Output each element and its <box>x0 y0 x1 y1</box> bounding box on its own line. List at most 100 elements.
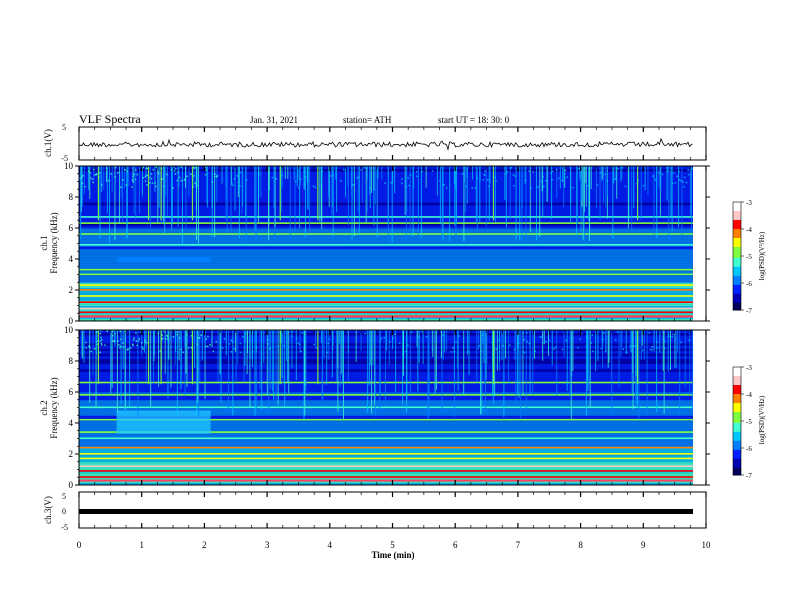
spectrogram-noise-dot <box>163 330 165 332</box>
spectrogram-noise-dot <box>579 338 582 340</box>
spectrogram-noise-dot <box>122 179 124 181</box>
spectrogram-noise-dot <box>605 350 607 352</box>
spectrogram-noise-dot <box>465 185 467 188</box>
spectrogram-noise-dot <box>228 343 231 345</box>
spectrogram-sferic <box>185 166 187 229</box>
spectrogram-sferic <box>176 330 178 417</box>
spectrogram-sferic <box>442 166 444 242</box>
spectrogram-sferic <box>600 166 602 182</box>
spectrogram-sferic <box>546 166 548 202</box>
spectrogram-sferic <box>509 166 511 220</box>
spectrogram-noise-dot <box>508 344 511 346</box>
spectrogram-sferic <box>662 330 664 371</box>
spectrogram-noise-row <box>79 415 693 419</box>
spectrogram-noise-dot <box>360 169 362 171</box>
spectrogram-noise-row <box>79 425 693 429</box>
spectrogram-noise-dot <box>219 342 222 345</box>
spectrogram-sferic <box>220 330 222 403</box>
colorbar-cell <box>733 390 741 393</box>
spectrogram-noise-dot <box>416 175 418 178</box>
spectrogram-noise-dot <box>678 170 680 173</box>
spectrogram-sferic <box>525 330 527 411</box>
spectrogram-sferic <box>476 166 478 232</box>
spectrogram-noise-dot <box>166 173 168 176</box>
spectrogram-noise-dot <box>455 341 457 343</box>
spectrogram-sferic <box>560 166 562 181</box>
spectrogram-sferic <box>563 330 565 357</box>
spectrogram-sferic <box>581 166 583 207</box>
colorbar-tick-label: -3 <box>746 199 752 207</box>
spectrogram-sferic-strong <box>279 166 281 221</box>
spectrogram-sferic <box>590 166 592 189</box>
spectrogram-sferic <box>472 166 474 180</box>
colorbar-cell <box>733 220 741 223</box>
spectrogram-noise-dot <box>461 173 464 175</box>
spectrogram-sferic <box>441 166 443 238</box>
spectrogram-sferic <box>166 166 168 216</box>
spectrogram-noise-dot <box>166 334 168 337</box>
spectrogram-sferic <box>518 330 520 399</box>
spectrogram-noise-row <box>79 412 693 416</box>
spectrogram-noise-dot <box>245 179 248 181</box>
spectrogram-noise-dot <box>577 346 579 349</box>
spectrogram-noise-dot <box>131 343 134 346</box>
spectrogram-noise-dot <box>663 340 666 343</box>
spectrogram-band <box>79 431 693 433</box>
spectrogram-noise-dot <box>592 350 594 353</box>
spectrogram-noise-dot <box>178 337 181 339</box>
spectrogram-noise-dot <box>96 343 99 346</box>
spectrogram-noise-dot <box>132 181 135 184</box>
spectrogram-sferic <box>219 330 221 375</box>
spectrogram-sferic <box>214 166 216 238</box>
spectrogram-noise-row <box>79 350 693 354</box>
spectrogram-noise-dot <box>141 341 143 344</box>
spectrogram-noise-dot <box>494 176 496 179</box>
spectrogram-noise-dot <box>633 345 636 347</box>
spectrogram-noise-dot <box>95 173 97 176</box>
spectrogram-sferic <box>185 166 187 188</box>
spectrogram-sferic <box>435 330 437 390</box>
spectrogram-sferic-strong <box>317 166 319 221</box>
spectrogram-noise-row <box>79 240 693 244</box>
spectrogram-sferic-strong <box>97 330 100 385</box>
spectrogram-sferic <box>418 330 420 363</box>
frequency-tick-label: 0 <box>69 316 74 326</box>
spectrogram-noise-row <box>79 166 693 170</box>
colorbar-cell <box>733 290 741 293</box>
spectrogram-noise-dot <box>542 334 544 336</box>
spectrogram-sferic <box>331 330 333 378</box>
spectrogram-noise-dot <box>480 349 483 352</box>
spectrogram-noise-dot <box>84 185 86 188</box>
spectrogram-noise-row <box>79 454 693 458</box>
spectrogram-sferic <box>199 330 201 382</box>
spectrogram-noise-dot <box>513 348 516 351</box>
spectrogram-sferic <box>321 166 323 186</box>
spectrogram-noise-dot <box>132 339 135 341</box>
spectrogram-feature <box>116 257 211 263</box>
spectrogram-sferic <box>643 330 645 360</box>
spectrogram-noise-dot <box>541 336 543 338</box>
spectrogram-noise-dot <box>231 182 233 184</box>
ch3-ytick-top: 5 <box>62 492 66 501</box>
spectrogram-sferic <box>589 166 591 241</box>
spectrogram-noise-dot <box>363 167 366 169</box>
spectrogram-noise-row <box>79 472 693 476</box>
spectrogram-sferic <box>406 330 408 400</box>
colorbar-cell <box>733 232 741 235</box>
spectrogram-noise-dot <box>510 167 512 169</box>
spectrogram-sferic <box>475 166 477 223</box>
spectrogram-noise-dot <box>561 179 564 182</box>
spectrogram-sferic <box>587 330 589 392</box>
colorbar-cell <box>733 257 741 261</box>
spectrogram-noise-row <box>79 438 693 442</box>
colorbar-cell <box>733 408 741 411</box>
spectrogram-noise-row <box>79 368 693 372</box>
spectrogram-sferic <box>588 330 590 392</box>
spectrogram-sferic <box>656 166 658 238</box>
spectrogram-sferic <box>602 330 604 369</box>
spectrogram-sferic <box>503 330 505 417</box>
spectrogram-sferic <box>640 166 642 220</box>
spectrogram-sferic <box>625 330 627 355</box>
spectrogram-sferic <box>138 166 140 214</box>
spectrogram-sferic-strong <box>492 166 495 221</box>
